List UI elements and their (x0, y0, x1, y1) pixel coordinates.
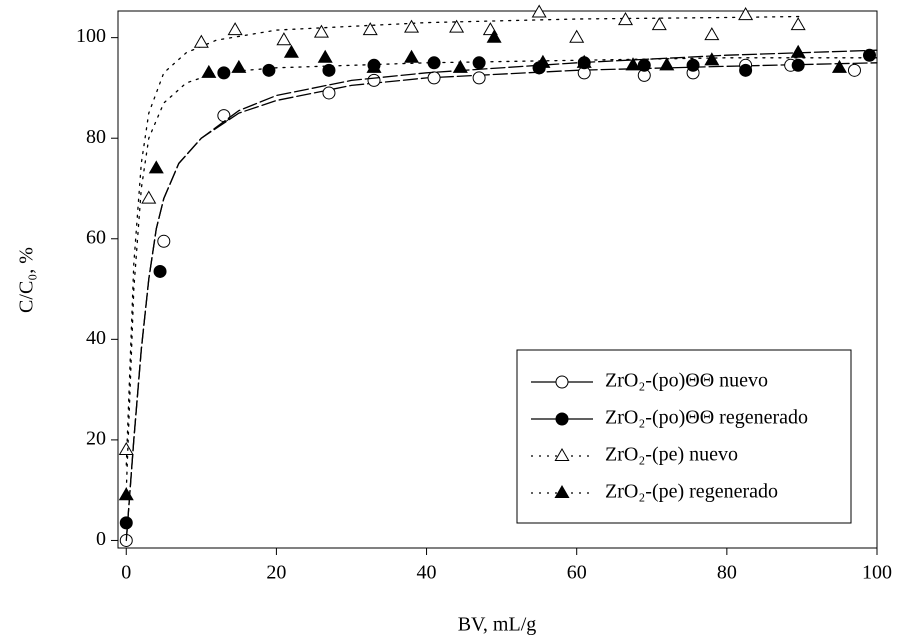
x-tick-label: 20 (266, 562, 286, 584)
data-point (651, 17, 667, 31)
data-point (317, 49, 333, 63)
y-tick-label: 40 (86, 327, 106, 349)
data-point (569, 29, 585, 43)
plot-frame (117, 10, 878, 549)
legend-marker (554, 447, 570, 462)
data-point (862, 48, 876, 62)
data-point (366, 59, 382, 73)
data-point (790, 44, 806, 58)
data-point (486, 29, 502, 43)
data-point (472, 71, 486, 85)
data-point (472, 56, 486, 70)
data-point (790, 17, 806, 31)
data-point (427, 56, 441, 70)
y-tick-label: 20 (86, 427, 106, 449)
data-point (739, 63, 753, 77)
data-point (153, 264, 167, 278)
x-tick-label: 0 (121, 562, 131, 584)
data-point (576, 54, 592, 68)
data-point (791, 58, 805, 72)
data-point (262, 63, 276, 77)
legend-box (516, 349, 852, 524)
y-tick-label: 100 (76, 25, 106, 47)
data-point (157, 234, 171, 248)
data-point (362, 22, 378, 36)
data-point (148, 160, 164, 174)
legend-marker (555, 375, 569, 389)
data-point (686, 58, 700, 72)
x-tick-label: 80 (717, 562, 737, 584)
fit-curve (125, 49, 878, 542)
data-point (738, 7, 754, 21)
data-point (617, 12, 634, 26)
data-point (118, 487, 134, 501)
data-point (322, 63, 336, 77)
data-point (322, 86, 336, 100)
data-point (637, 58, 651, 72)
data-point (227, 22, 243, 36)
data-point (313, 24, 329, 38)
data-point (535, 54, 551, 68)
x-tick-label: 40 (417, 562, 437, 584)
x-tick-label: 100 (862, 562, 892, 584)
data-point (231, 59, 247, 73)
data-point (831, 59, 847, 73)
data-point (276, 32, 292, 46)
data-point (531, 4, 547, 18)
data-point (367, 73, 381, 87)
legend-label: ZrO₂-(po)ΘΘ nuevo (605, 370, 768, 392)
data-point (704, 52, 720, 66)
y-tick-label: 0 (96, 528, 106, 550)
x-axis-label: BV, mL/g (458, 614, 537, 636)
y-axis-label: C/C₀, % (16, 247, 38, 313)
legend-label: ZrO₂-(po)ΘΘ regenerado (605, 407, 808, 429)
data-point (119, 516, 133, 530)
y-tick-label: 60 (86, 226, 106, 248)
legend-label: ZrO₂-(pe) nuevo (605, 444, 738, 466)
data-point (659, 57, 675, 71)
data-point (193, 34, 209, 48)
data-point (404, 19, 420, 33)
data-point (847, 63, 861, 77)
legend-label: ZrO₂-(pe) regenerado (605, 481, 778, 503)
data-point (141, 190, 157, 204)
data-point (704, 27, 720, 41)
data-point (217, 109, 231, 123)
data-point (452, 59, 468, 73)
x-tick-label: 60 (567, 562, 587, 584)
data-point (404, 49, 420, 63)
data-point (283, 44, 299, 58)
legend-marker (554, 484, 570, 499)
data-point (625, 57, 641, 71)
data-point (217, 66, 231, 80)
data-point (427, 71, 441, 85)
data-point (449, 19, 465, 33)
data-point (201, 64, 217, 78)
y-tick-label: 80 (86, 126, 106, 148)
legend-marker (555, 412, 569, 426)
data-point (118, 441, 134, 456)
